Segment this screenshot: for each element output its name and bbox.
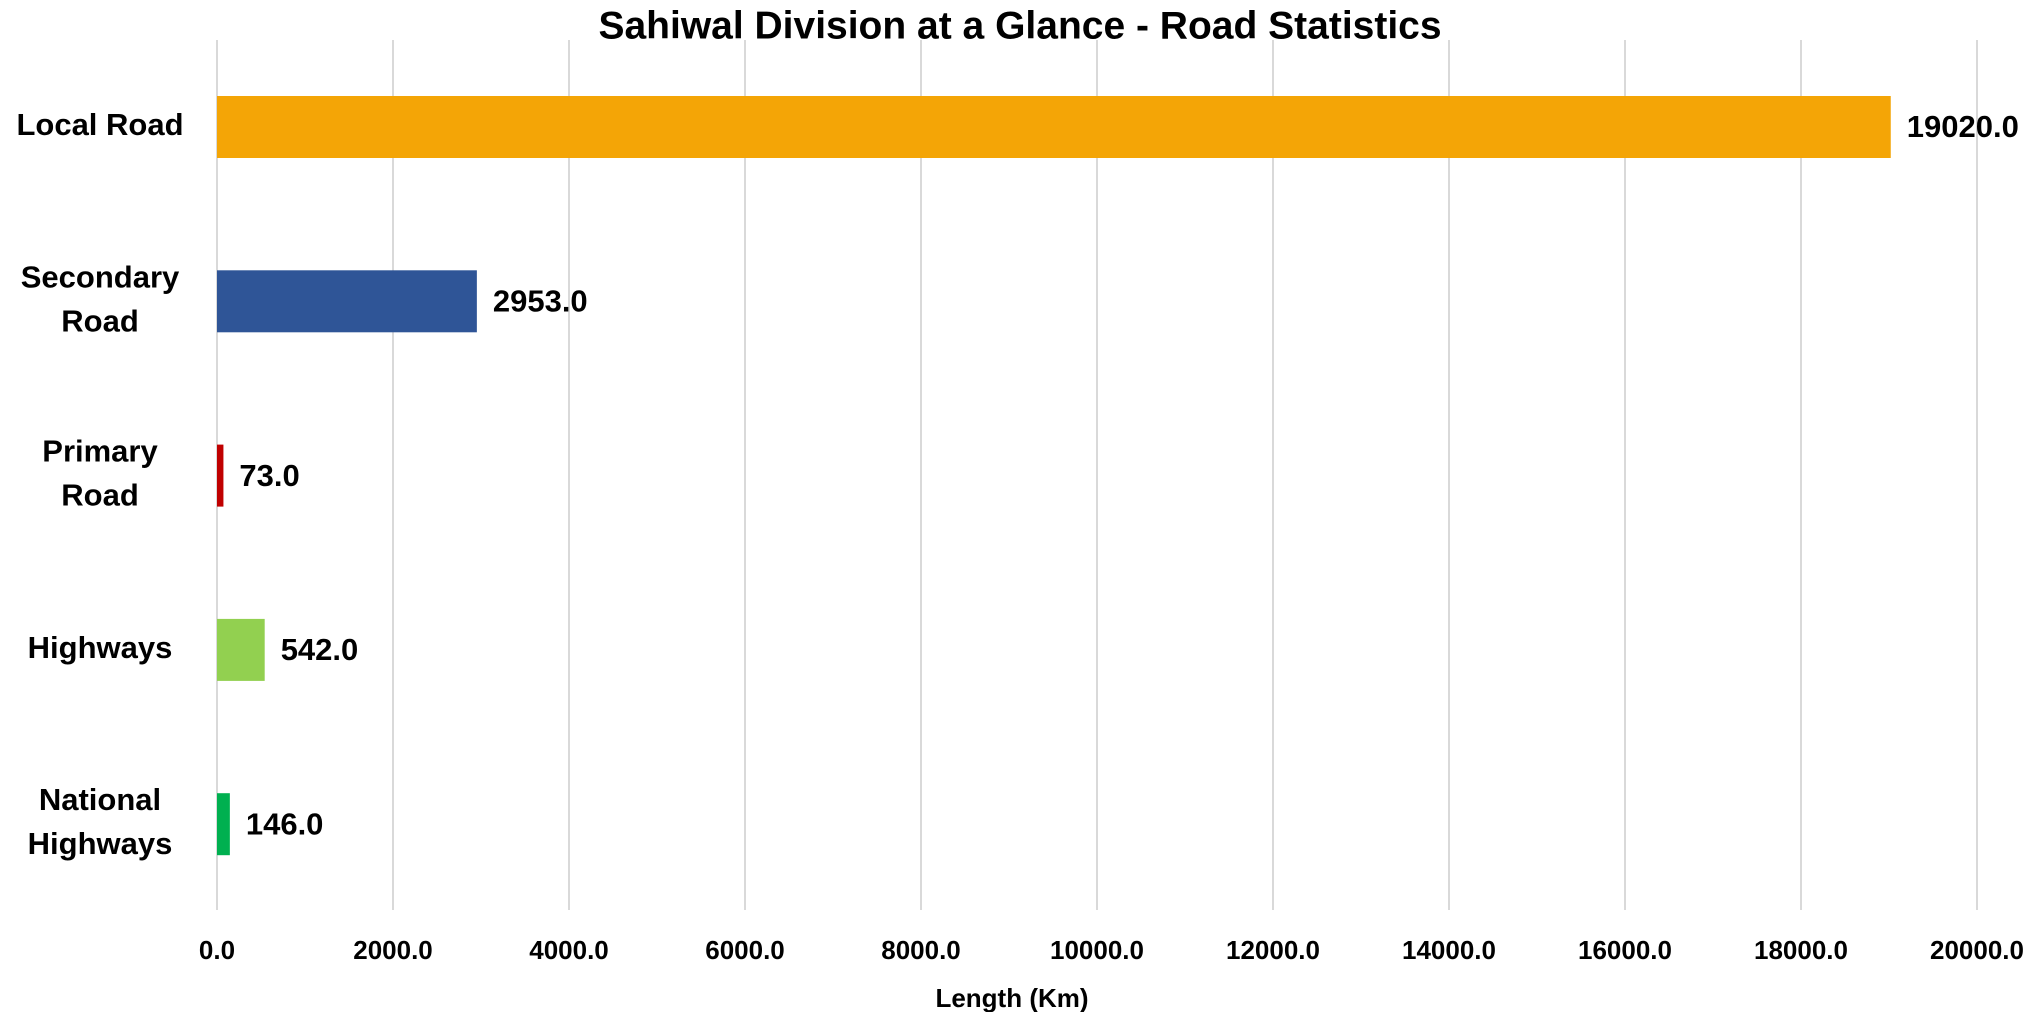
x-tick-label: 6000.0 xyxy=(705,935,785,965)
bar xyxy=(217,618,265,681)
y-tick-label: Local Road xyxy=(16,107,183,142)
x-tick-label: 16000.0 xyxy=(1578,935,1672,965)
x-tick-label: 12000.0 xyxy=(1226,935,1320,965)
value-label: 2953.0 xyxy=(493,283,588,318)
bar xyxy=(217,270,477,333)
y-tick-label: Highways xyxy=(28,630,173,665)
value-label: 19020.0 xyxy=(1907,109,2019,144)
x-tick-label: 18000.0 xyxy=(1754,935,1848,965)
x-tick-label: 2000.0 xyxy=(353,935,433,965)
value-label: 542.0 xyxy=(281,632,359,667)
bar xyxy=(217,793,230,856)
bar xyxy=(217,96,1891,158)
bar xyxy=(217,444,224,507)
y-tick-label: Primary Road xyxy=(42,434,158,513)
value-label: 146.0 xyxy=(246,806,324,841)
value-label: 73.0 xyxy=(239,458,299,493)
x-tick-label: 10000.0 xyxy=(1050,935,1144,965)
x-tick-label: 4000.0 xyxy=(529,935,609,965)
chart-title: Sahiwal Division at a Glance - Road Stat… xyxy=(598,4,1441,47)
x-axis-title: Length (Km) xyxy=(935,983,1088,1012)
x-tick-label: 14000.0 xyxy=(1402,935,1496,965)
y-tick-label: Secondary Road xyxy=(21,259,180,338)
y-tick-label: National Highways xyxy=(28,782,173,861)
x-tick-label: 0.0 xyxy=(199,935,235,965)
x-tick-label: 8000.0 xyxy=(881,935,961,965)
x-tick-label: 20000.0 xyxy=(1930,935,2024,965)
